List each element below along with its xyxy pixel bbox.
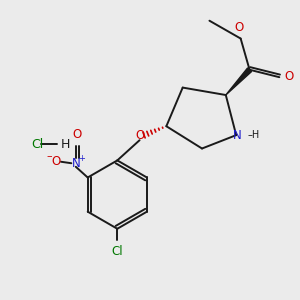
Text: O: O (51, 155, 61, 168)
Text: Cl: Cl (31, 138, 44, 151)
Text: H: H (61, 138, 70, 151)
Text: –: – (46, 152, 52, 161)
Text: O: O (285, 70, 294, 83)
Text: N: N (71, 157, 80, 170)
Text: O: O (235, 21, 244, 34)
Text: +: + (79, 154, 86, 163)
Text: O: O (73, 128, 82, 141)
Text: N: N (232, 129, 241, 142)
Text: Cl: Cl (112, 245, 123, 258)
Text: O: O (135, 129, 144, 142)
Text: –H: –H (248, 130, 260, 140)
Polygon shape (226, 68, 251, 95)
